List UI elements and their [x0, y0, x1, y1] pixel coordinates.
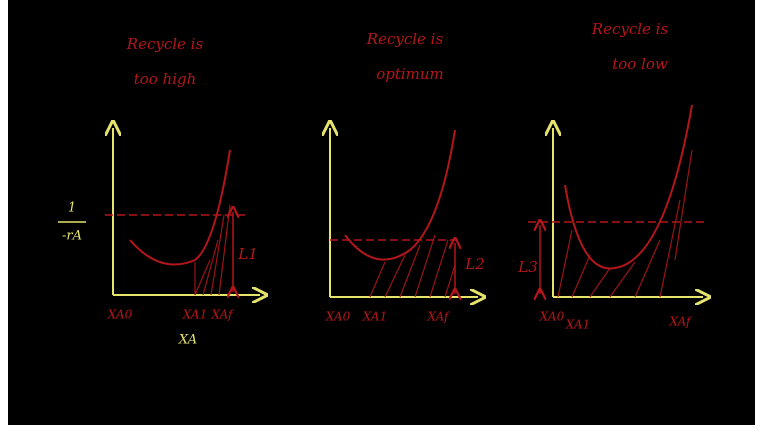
y-label-num: 1 — [68, 201, 76, 216]
title-line: too low — [612, 55, 668, 73]
x-label: XA1 — [182, 308, 207, 322]
screen: 1 -rA XA Recycle is too high L1 XA0 XA1 … — [0, 0, 763, 441]
x-label: XAf — [210, 308, 235, 322]
x-label: XAf — [426, 310, 451, 324]
x-axis-label: XA — [178, 333, 197, 348]
title-line: optimum — [376, 65, 444, 83]
x-label: XA0 — [539, 310, 565, 324]
title-line: Recycle is — [126, 35, 204, 53]
x-label: XAf — [668, 315, 693, 329]
title-line: Recycle is — [591, 20, 669, 38]
length-label: L3 — [517, 258, 538, 276]
title-line: too high — [134, 70, 197, 88]
length-label: L1 — [237, 245, 258, 263]
x-label: XA1 — [565, 318, 590, 332]
title-line: Recycle is — [366, 30, 444, 48]
y-label-den: -rA — [62, 229, 82, 244]
length-label: L2 — [464, 255, 485, 273]
x-label: XA0 — [107, 308, 133, 322]
x-label: XA0 — [325, 310, 351, 324]
x-label: XA1 — [362, 310, 387, 324]
